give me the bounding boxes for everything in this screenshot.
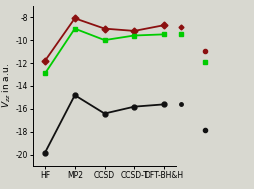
- Y-axis label: $V_{zz}$ in a.u.: $V_{zz}$ in a.u.: [1, 64, 13, 108]
